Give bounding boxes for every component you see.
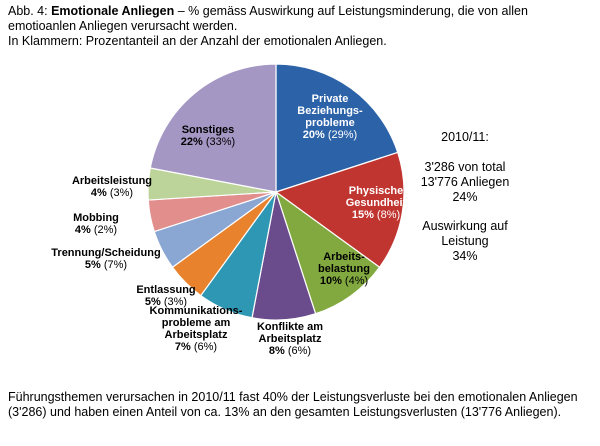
slice-name-line: probleme am: [162, 317, 231, 329]
slice-name-line: Konflikte am: [257, 321, 323, 333]
slice-label-2: Physische Gesundheit 15% (8%): [346, 185, 407, 221]
slice-count-share: (6%): [285, 345, 311, 357]
slice-value: 5%: [145, 296, 161, 308]
slice-value: 20%: [303, 129, 325, 141]
side-note-count-pct: 24%: [452, 190, 478, 204]
caption-title: Emotionale Anliegen: [51, 4, 175, 18]
figure-caption: Abb. 4: Emotionale Anliegen – % gemäss A…: [8, 4, 588, 49]
slice-label-9: Arbeitsleistung 4% (3%): [72, 175, 152, 199]
slice-count-share: (3%): [107, 187, 133, 199]
slice-count-share: (29%): [325, 129, 357, 141]
slice-label-5: Kommunikations-probleme am Arbeitsplatz 7%…: [150, 305, 243, 353]
slice-count-share: (4%): [342, 275, 368, 287]
footnote: Führungsthemen verursachen in 2010/11 fa…: [8, 390, 592, 420]
slice-label-6: Entlassung 5% (3%): [136, 284, 195, 308]
slice-name-line: belastung: [318, 263, 370, 275]
slice-name-line: Trennung/Scheidung: [51, 247, 160, 259]
slice-label-4: Konflikte am Arbeitsplatz 8% (6%): [257, 321, 323, 357]
slice-name-line: Gesundheit: [346, 197, 407, 209]
slice-count-share: (3%): [161, 296, 187, 308]
slice-name-line: Arbeitsplatz: [165, 329, 228, 341]
caption-prefix: Abb. 4:: [8, 4, 52, 18]
slice-name-line: Mobbing: [73, 212, 119, 224]
slice-name-line: Sonstiges: [182, 124, 235, 136]
slice-value: 4%: [91, 187, 107, 199]
pie-labels: Private Beziehungs-probleme 20% (29%) Physi…: [51, 93, 406, 357]
slice-value: 15%: [352, 209, 374, 221]
footnote-line-2: (3'286) und haben einen Anteil von ca. 1…: [8, 405, 562, 419]
pie-slice-10: [149, 63, 277, 193]
slice-count-share: (8%): [374, 209, 400, 221]
slice-name-line: Entlassung: [136, 284, 195, 296]
slice-label-3: Arbeits-belastung 10% (4%): [318, 251, 370, 287]
slice-label-10: Sonstiges 22% (33%): [181, 124, 235, 148]
pie-slices: [147, 63, 405, 321]
pie-slice-1: [275, 63, 399, 193]
pie-slice-2: [274, 151, 405, 269]
slice-count-share: (7%): [101, 259, 127, 271]
slice-value: 5%: [85, 259, 101, 271]
slice-value: 4%: [75, 224, 91, 236]
side-note-count-line-1: 3'286 von total: [424, 160, 506, 174]
slice-label-7: Trennung/Scheidung 5% (7%): [51, 247, 160, 271]
caption-line-3: In Klammern: Prozentanteil an der Anzahl…: [8, 34, 387, 48]
slice-name-line: Arbeitsleistung: [72, 175, 152, 187]
side-note-impact-line-2: Leistung: [441, 234, 489, 248]
side-note-impact-pct: 34%: [452, 249, 478, 263]
slice-name-line: Beziehungs-: [297, 105, 363, 117]
pie-slice-3: [274, 190, 381, 315]
slice-name-line: Arbeitsplatz: [259, 333, 322, 345]
slice-value: 7%: [175, 341, 191, 353]
slice-name-line: Kommunikations-: [150, 305, 243, 317]
slice-name-line: Private: [312, 93, 349, 105]
side-note-period: 2010/11:: [441, 130, 489, 144]
slice-count-share: (33%): [203, 136, 235, 148]
side-note-count-line-2: 13'776 Anliegen: [420, 175, 510, 189]
slice-label-1: Private Beziehungs-probleme 20% (29%): [297, 93, 363, 141]
side-note-impact-line-1: Auswirkung auf: [422, 219, 508, 233]
slice-value: 22%: [181, 136, 203, 148]
slice-value: 10%: [320, 275, 342, 287]
slice-name-line: Physische: [349, 185, 403, 197]
slice-name-line: Arbeits-: [323, 251, 365, 263]
slice-count-share: (6%): [191, 341, 217, 353]
footnote-line-1: Führungsthemen verursachen in 2010/11 fa…: [8, 390, 578, 404]
slice-count-share: (2%): [91, 224, 117, 236]
slice-name-line: probleme: [305, 117, 355, 129]
caption-rest: – % gemäss Auswirkung auf Leistungsminde…: [174, 4, 528, 18]
caption-line-2: emotioanlen Anliegen verursacht werden.: [8, 19, 238, 33]
slice-value: 8%: [269, 345, 285, 357]
caption-line-1: Abb. 4: Emotionale Anliegen – % gemäss A…: [8, 4, 588, 19]
slice-label-8: Mobbing 4% (2%): [73, 212, 119, 236]
